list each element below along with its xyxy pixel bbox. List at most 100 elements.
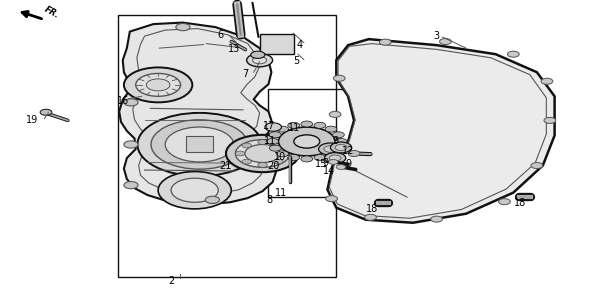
Circle shape [258, 140, 267, 144]
Circle shape [136, 73, 181, 96]
Circle shape [440, 39, 451, 45]
Text: 15: 15 [316, 159, 327, 169]
Circle shape [324, 146, 337, 152]
Circle shape [288, 155, 300, 161]
Circle shape [333, 132, 345, 138]
Circle shape [330, 142, 352, 153]
Text: 18: 18 [366, 204, 378, 214]
Circle shape [124, 67, 192, 102]
Circle shape [329, 160, 338, 164]
Circle shape [507, 51, 519, 57]
Circle shape [288, 122, 300, 128]
Circle shape [242, 143, 251, 148]
Circle shape [269, 132, 281, 138]
Text: 7: 7 [242, 69, 248, 79]
Text: 8: 8 [266, 194, 272, 205]
Circle shape [335, 144, 347, 150]
Text: 20: 20 [268, 161, 280, 171]
Circle shape [319, 143, 342, 155]
Text: 19: 19 [27, 115, 38, 126]
Circle shape [274, 143, 283, 148]
Circle shape [171, 178, 218, 202]
Circle shape [326, 196, 337, 202]
Circle shape [333, 145, 345, 151]
Circle shape [335, 138, 347, 144]
Circle shape [277, 126, 289, 132]
Text: 6: 6 [218, 29, 224, 40]
Circle shape [314, 155, 326, 161]
Text: 4: 4 [297, 39, 303, 50]
Circle shape [336, 165, 346, 169]
Circle shape [258, 163, 267, 167]
Circle shape [280, 151, 290, 156]
Text: 10: 10 [274, 152, 286, 162]
Circle shape [314, 122, 326, 128]
Text: 12: 12 [342, 145, 354, 156]
Text: 9: 9 [322, 157, 328, 168]
Circle shape [269, 145, 281, 151]
Circle shape [278, 127, 335, 156]
Circle shape [124, 99, 138, 106]
Circle shape [348, 150, 360, 157]
Circle shape [253, 57, 267, 64]
Circle shape [324, 153, 346, 163]
Circle shape [124, 182, 138, 189]
Circle shape [158, 172, 231, 209]
Text: FR.: FR. [42, 5, 60, 20]
Circle shape [431, 216, 442, 222]
Circle shape [248, 141, 262, 148]
Circle shape [205, 196, 219, 203]
Text: 3: 3 [434, 31, 440, 41]
Text: 13: 13 [228, 44, 240, 54]
Circle shape [329, 111, 341, 117]
Circle shape [124, 141, 138, 148]
Circle shape [325, 151, 337, 157]
Text: 5: 5 [294, 56, 300, 67]
Circle shape [531, 163, 543, 169]
Bar [118, 15, 336, 277]
Text: 21: 21 [219, 161, 231, 171]
Polygon shape [119, 23, 276, 204]
Circle shape [267, 138, 278, 144]
Circle shape [226, 135, 299, 172]
Circle shape [40, 109, 52, 115]
Circle shape [274, 159, 283, 164]
Text: 9: 9 [332, 136, 338, 147]
Circle shape [541, 78, 553, 84]
Text: 11: 11 [275, 188, 287, 198]
Circle shape [146, 79, 170, 91]
Circle shape [235, 140, 290, 167]
Circle shape [323, 157, 335, 163]
Circle shape [294, 135, 320, 148]
Circle shape [151, 120, 248, 169]
Circle shape [277, 151, 289, 157]
Circle shape [251, 51, 265, 58]
Bar [186, 136, 213, 152]
Circle shape [176, 23, 190, 31]
Circle shape [235, 151, 245, 156]
Circle shape [365, 214, 376, 220]
Circle shape [499, 199, 510, 205]
Text: 14: 14 [323, 166, 335, 176]
Circle shape [333, 75, 345, 81]
Circle shape [329, 155, 341, 161]
Polygon shape [327, 39, 555, 223]
Circle shape [301, 156, 313, 162]
Circle shape [137, 113, 261, 176]
Text: 2: 2 [168, 276, 174, 287]
Circle shape [265, 123, 281, 131]
Text: 9: 9 [345, 159, 351, 169]
Text: 11: 11 [289, 123, 300, 133]
Circle shape [301, 121, 313, 127]
Circle shape [544, 117, 556, 123]
Bar [260, 34, 294, 54]
Circle shape [247, 54, 273, 67]
Bar [268, 89, 407, 197]
Text: 18: 18 [514, 198, 526, 208]
Circle shape [165, 127, 234, 162]
Circle shape [325, 126, 337, 132]
Text: 16: 16 [117, 95, 129, 106]
Circle shape [242, 159, 251, 164]
Text: 11: 11 [264, 135, 276, 146]
Text: 17: 17 [263, 121, 275, 132]
